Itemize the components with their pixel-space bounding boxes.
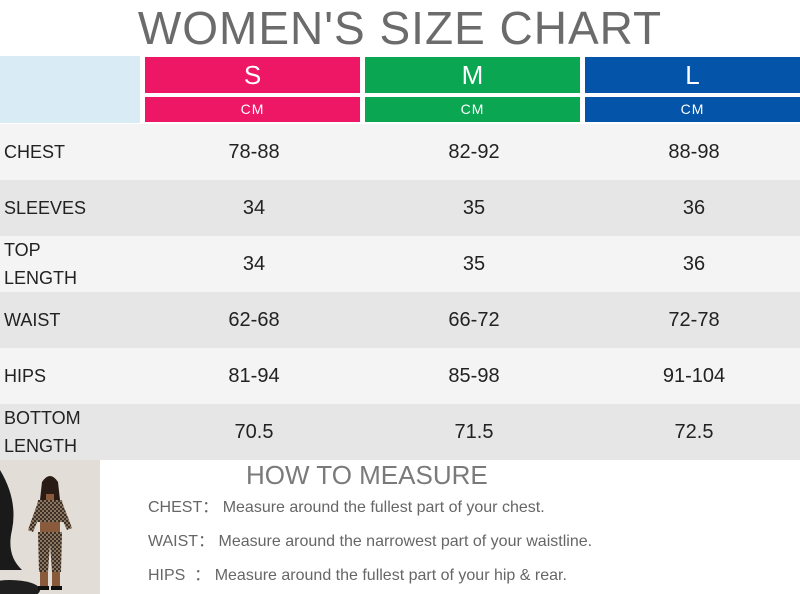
table-row-waist: WAIST 62-68 66-72 72-78 <box>0 292 800 348</box>
measure-item-hips: HIPS ： Measure around the fullest part o… <box>148 565 567 587</box>
measure-text: Measure around the fullest part of your … <box>222 499 545 516</box>
page-title: WOMEN'S SIZE CHART <box>137 2 663 54</box>
size-header-l: L <box>585 57 800 93</box>
cell-s: 62-68 <box>228 308 280 331</box>
table-row-top-length: TOP LENGTH 34 35 36 <box>0 236 800 292</box>
size-header-s: S <box>145 57 360 93</box>
cell-m: 85-98 <box>448 364 500 387</box>
measure-label: WAIST： <box>148 533 215 550</box>
row-label: WAIST <box>4 292 140 348</box>
measure-item-chest: CHEST： Measure around the fullest part o… <box>148 497 545 519</box>
cell-s: 78-88 <box>228 140 280 163</box>
table-row-sleeves: SLEEVES 34 35 36 <box>0 180 800 236</box>
row-label-line: LENGTH <box>4 436 78 456</box>
row-label-line: BOTTOM <box>4 408 81 428</box>
measure-item-waist: WAIST： Measure around the narrowest part… <box>148 531 592 553</box>
row-label: TOP LENGTH <box>4 236 140 292</box>
cell-m: 35 <box>462 196 486 219</box>
cell-l: 72-78 <box>668 308 720 331</box>
unit-header-l: CM <box>585 97 800 122</box>
measure-text: Measure around the fullest part of your … <box>214 567 567 584</box>
model-photo-illustration <box>0 460 100 594</box>
cell-s: 81-94 <box>228 364 280 387</box>
cell-l: 72.5 <box>674 420 714 443</box>
measure-label: CHEST： <box>148 499 219 516</box>
table-row-chest: CHEST 78-88 82-92 88-98 <box>0 124 800 180</box>
cell-s: 34 <box>242 252 266 275</box>
row-label-line: CHEST <box>4 142 66 162</box>
cell-l: 91-104 <box>662 364 726 387</box>
size-header-m: M <box>365 57 580 93</box>
cell-m: 35 <box>462 252 486 275</box>
cell-m: 82-92 <box>448 140 500 163</box>
measure-label: HIPS ： <box>148 567 211 584</box>
unit-header-s: CM <box>145 97 360 122</box>
model-photo <box>0 460 100 594</box>
header-corner <box>0 56 140 123</box>
row-label: SLEEVES <box>4 180 140 236</box>
row-label: BOTTOM LENGTH <box>4 404 140 460</box>
row-label: HIPS <box>4 348 140 404</box>
how-to-title: HOW TO MEASURE <box>246 460 488 490</box>
row-label-line: LENGTH <box>4 268 78 288</box>
cell-l: 36 <box>682 196 706 219</box>
row-label: CHEST <box>4 124 140 180</box>
row-label-line: HIPS <box>4 366 47 386</box>
cell-l: 36 <box>682 252 706 275</box>
cell-s: 70.5 <box>234 420 274 443</box>
cell-l: 88-98 <box>668 140 720 163</box>
cell-m: 66-72 <box>448 308 500 331</box>
cell-s: 34 <box>242 196 266 219</box>
row-label-line: TOP <box>4 240 41 260</box>
cell-m: 71.5 <box>454 420 494 443</box>
unit-header-m: CM <box>365 97 580 122</box>
row-label-line: WAIST <box>4 310 61 330</box>
table-row-bottom-length: BOTTOM LENGTH 70.5 71.5 72.5 <box>0 404 800 460</box>
table-row-hips: HIPS 81-94 85-98 91-104 <box>0 348 800 404</box>
row-label-line: SLEEVES <box>4 198 87 218</box>
measure-text: Measure around the narrowest part of you… <box>218 533 593 550</box>
